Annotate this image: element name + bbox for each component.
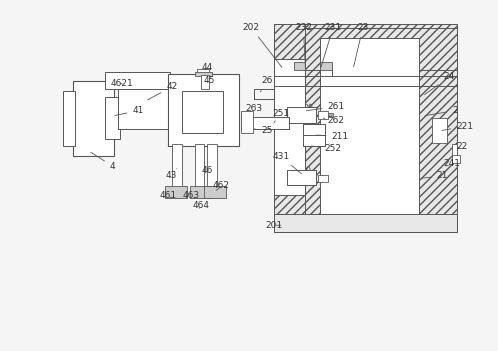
Bar xyxy=(106,97,120,139)
Bar xyxy=(118,74,168,129)
Bar xyxy=(241,117,253,129)
Text: 461: 461 xyxy=(159,191,176,200)
Text: 22: 22 xyxy=(456,142,468,151)
Bar xyxy=(320,38,419,218)
Text: 4: 4 xyxy=(91,152,115,171)
Bar xyxy=(106,72,170,90)
Bar xyxy=(287,107,316,123)
Bar xyxy=(182,91,223,133)
Text: 241: 241 xyxy=(438,159,461,167)
Bar xyxy=(432,118,447,143)
Text: 45: 45 xyxy=(204,77,215,85)
Text: 251: 251 xyxy=(272,109,289,123)
Text: 41: 41 xyxy=(115,106,144,115)
Text: 261: 261 xyxy=(306,102,345,111)
Text: 463: 463 xyxy=(183,191,200,200)
Text: 44: 44 xyxy=(202,62,213,72)
Text: 262: 262 xyxy=(323,116,345,125)
Text: 24: 24 xyxy=(425,72,455,95)
Bar xyxy=(188,99,217,129)
Text: 232: 232 xyxy=(295,23,312,67)
Text: 431: 431 xyxy=(272,152,301,174)
Bar xyxy=(303,124,325,146)
Bar xyxy=(168,74,239,146)
Bar xyxy=(190,186,211,198)
Text: 21: 21 xyxy=(422,172,448,180)
Bar xyxy=(274,214,457,232)
Text: 43: 43 xyxy=(166,168,177,180)
Text: 46: 46 xyxy=(202,166,213,174)
Bar xyxy=(207,144,217,188)
Text: 4621: 4621 xyxy=(111,79,133,88)
Bar xyxy=(168,74,239,146)
Bar xyxy=(274,214,457,232)
Bar xyxy=(274,59,305,195)
Bar xyxy=(195,144,205,188)
Text: 462: 462 xyxy=(213,181,230,191)
Bar xyxy=(274,28,457,69)
Text: 23: 23 xyxy=(354,23,369,67)
Bar xyxy=(63,91,75,146)
Bar xyxy=(318,174,328,183)
Text: 202: 202 xyxy=(243,23,282,67)
Bar xyxy=(303,24,457,232)
Text: 211: 211 xyxy=(316,132,349,141)
Bar xyxy=(318,111,328,119)
Bar xyxy=(241,111,253,133)
Bar xyxy=(287,170,316,185)
Bar xyxy=(452,155,460,163)
Bar xyxy=(452,144,457,156)
Text: 221: 221 xyxy=(442,122,474,131)
Text: 263: 263 xyxy=(246,104,262,113)
Text: 2: 2 xyxy=(425,106,458,115)
Text: 252: 252 xyxy=(311,144,342,153)
Text: 25: 25 xyxy=(254,126,272,135)
Bar xyxy=(274,24,305,232)
Bar xyxy=(205,186,226,198)
Bar xyxy=(118,74,168,90)
Text: 42: 42 xyxy=(147,82,177,100)
Bar xyxy=(198,68,209,73)
Bar xyxy=(73,81,115,156)
Bar xyxy=(165,186,187,198)
Bar xyxy=(195,72,212,77)
Bar xyxy=(241,117,289,129)
Text: 231: 231 xyxy=(321,23,342,67)
Text: 26: 26 xyxy=(260,77,272,92)
Text: 201: 201 xyxy=(265,221,282,230)
Bar xyxy=(202,75,209,90)
Bar xyxy=(293,61,305,69)
Text: 464: 464 xyxy=(193,201,210,210)
Bar xyxy=(172,144,182,188)
Bar xyxy=(328,113,333,117)
Bar xyxy=(320,61,332,69)
